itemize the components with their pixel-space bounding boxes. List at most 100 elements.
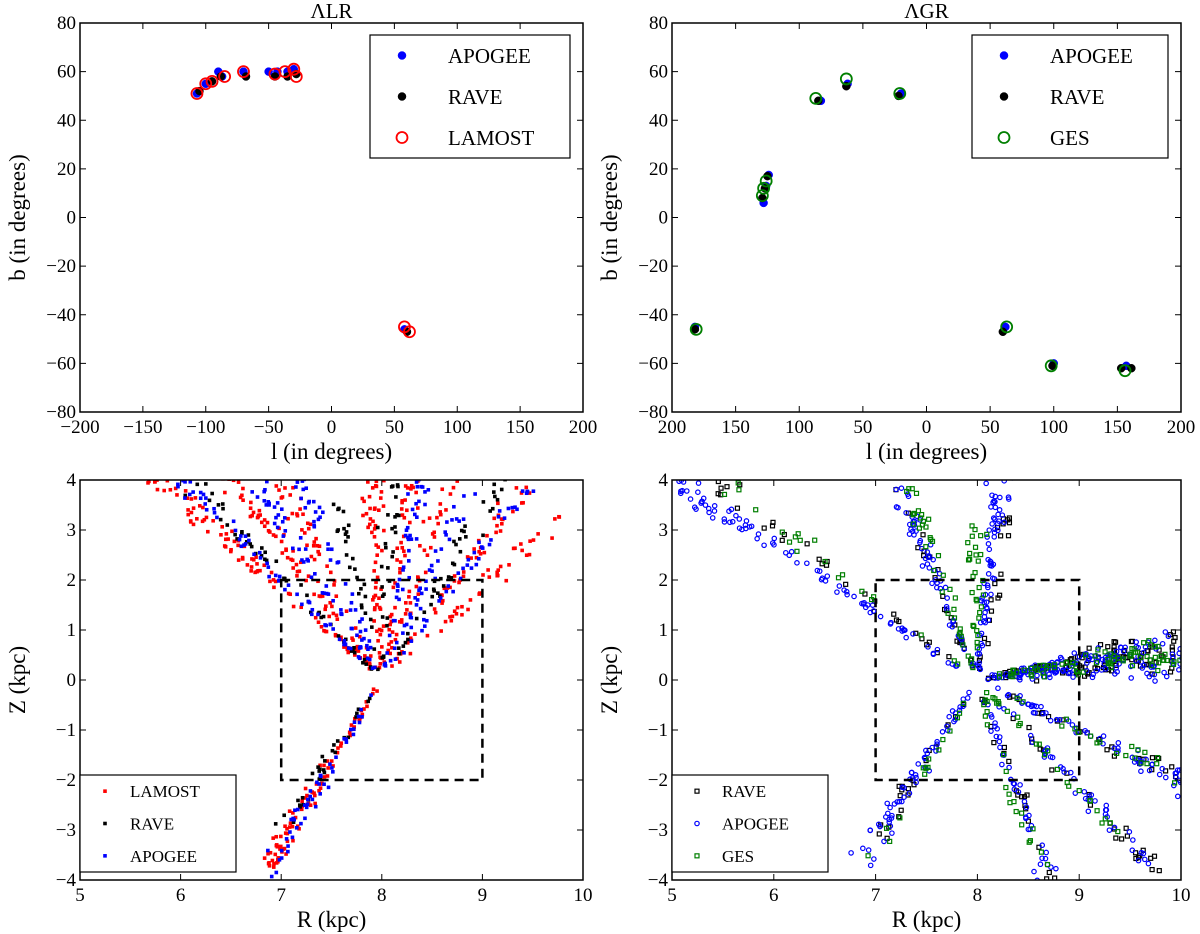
data-point: [413, 632, 417, 636]
data-point: [355, 644, 360, 649]
data-point: [436, 591, 440, 595]
data-point: [994, 725, 1001, 732]
data-point: [316, 579, 320, 584]
data-point: [492, 516, 497, 521]
data-point: [955, 661, 961, 667]
data-point: [320, 594, 325, 598]
data-point: [1005, 691, 1012, 698]
data-point: [718, 485, 724, 491]
data-point: [1042, 855, 1049, 862]
data-point: [236, 543, 240, 548]
data-point: [1140, 850, 1147, 857]
data-point: [968, 660, 974, 666]
data-point: [326, 766, 330, 770]
data-point: [233, 528, 238, 533]
data-point: [372, 619, 376, 623]
data-point: [294, 826, 299, 830]
data-point: [493, 494, 497, 499]
data-point: [277, 579, 281, 583]
data-point: [334, 594, 339, 599]
data-point: [372, 527, 377, 531]
data-point: [297, 827, 301, 831]
data-point: [876, 831, 882, 837]
data-point: [296, 807, 300, 812]
data-point: [284, 837, 289, 841]
data-point: [326, 547, 330, 552]
data-point: [397, 619, 402, 624]
data-point: [906, 521, 913, 528]
data-point: [329, 759, 334, 763]
data-point: [291, 816, 295, 821]
data-point: [1047, 717, 1054, 724]
data-point: [678, 488, 684, 495]
data-point: [1174, 793, 1181, 800]
data-point: [324, 584, 329, 588]
data-point: [1044, 359, 1058, 373]
data-point: [382, 592, 386, 597]
data-point: [1028, 665, 1034, 671]
data-point: [359, 605, 364, 610]
data-point: [1115, 828, 1121, 835]
data-point: [198, 490, 203, 495]
data-point: [350, 556, 355, 561]
data-point: [262, 856, 267, 860]
data-point: [1052, 875, 1058, 880]
data-point: [711, 508, 718, 514]
data-point: [343, 582, 348, 586]
series-lamost: [190, 62, 416, 339]
data-point: [373, 483, 378, 488]
data-point: [403, 325, 416, 339]
data-point: [511, 509, 515, 514]
legend-label-lamost: LAMOST: [448, 126, 535, 150]
data-point: [1024, 792, 1030, 798]
data-point: [337, 637, 342, 642]
data-point: [888, 815, 895, 821]
data-point: [328, 762, 332, 766]
data-point: [519, 491, 524, 495]
data-point: [287, 825, 292, 829]
data-point: [903, 509, 909, 516]
data-point: [911, 532, 917, 538]
data-point: [1183, 636, 1187, 640]
data-point: [891, 480, 895, 481]
data-point: [284, 547, 288, 552]
legend-label-rave: RAVE: [130, 814, 174, 833]
data-point: [409, 625, 414, 630]
data-point: [1154, 761, 1160, 767]
y-axis-label: Z (kpc): [597, 646, 622, 714]
data-point: [335, 617, 340, 621]
data-point: [413, 512, 417, 517]
data-point: [984, 698, 990, 705]
data-point: [1059, 661, 1065, 667]
data-point: [466, 557, 471, 562]
data-point: [1111, 745, 1118, 752]
data-point: [385, 616, 390, 620]
data-point: [1004, 692, 1011, 699]
legend-label-ges: GES: [722, 847, 754, 866]
data-point: [992, 526, 998, 533]
data-point: [896, 473, 900, 477]
data-point: [390, 526, 394, 531]
data-point: [398, 473, 402, 477]
data-point: [237, 65, 250, 79]
data-point: [393, 657, 398, 661]
data-point: [462, 494, 466, 498]
data-point: [290, 824, 295, 829]
data-point: [860, 845, 866, 852]
data-point: [394, 632, 399, 637]
data-point: [312, 540, 317, 544]
data-point: [1043, 665, 1050, 671]
data-point: [267, 864, 272, 868]
data-point: [254, 555, 258, 559]
data-point: [926, 756, 932, 762]
data-point: [687, 496, 694, 502]
data-point: [495, 573, 500, 578]
data-point: [418, 543, 422, 548]
data-point: [998, 533, 1004, 539]
data-point: [308, 522, 313, 527]
data-point: [359, 603, 364, 607]
data-point: [363, 611, 368, 615]
data-point: [360, 638, 364, 642]
data-point: [294, 562, 299, 567]
data-point: [336, 746, 340, 750]
